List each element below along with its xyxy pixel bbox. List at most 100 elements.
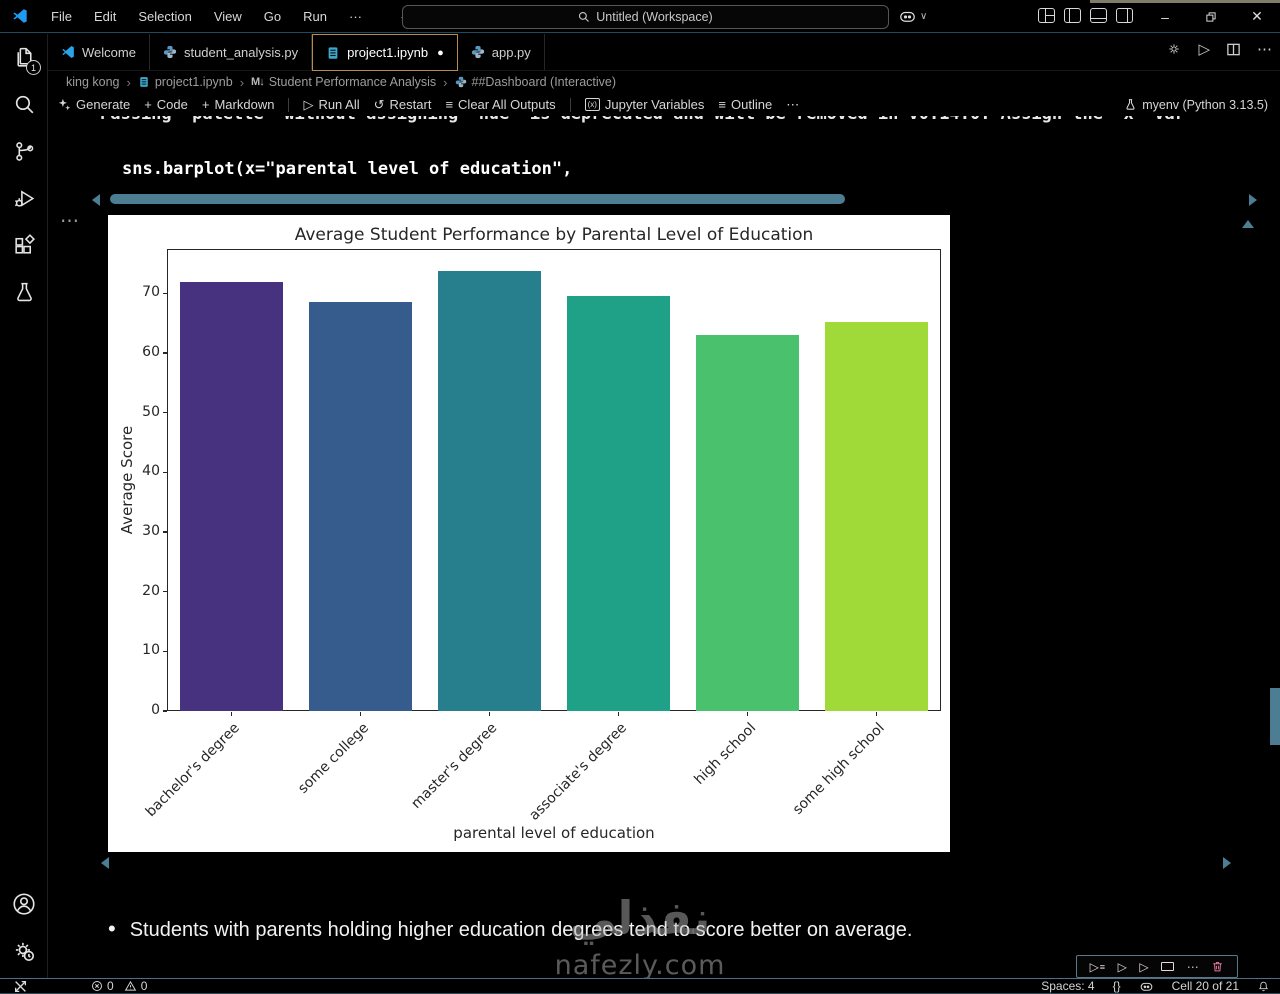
restore-button[interactable] bbox=[1188, 0, 1234, 33]
breadcrumb-file[interactable]: project1.ipynb bbox=[138, 75, 233, 89]
cell-gutter-more-icon[interactable]: ⋯ bbox=[60, 211, 81, 232]
toggle-panel-icon[interactable] bbox=[1090, 8, 1107, 23]
problems-indicator[interactable]: 0 0 bbox=[91, 979, 147, 993]
settings-button[interactable] bbox=[0, 927, 48, 974]
clear-all-outputs-button[interactable]: ≡ Clear All Outputs bbox=[445, 97, 556, 112]
breadcrumb-cell[interactable]: ##Dashboard (Interactive) bbox=[455, 75, 616, 89]
notifications-bell-icon[interactable] bbox=[1257, 980, 1270, 993]
x-tick-label: master's degree bbox=[408, 720, 501, 812]
sidebar-item-source-control[interactable] bbox=[0, 128, 48, 175]
customize-layout-icon[interactable] bbox=[1038, 8, 1055, 23]
tab-welcome[interactable]: Welcome bbox=[48, 34, 150, 70]
y-tick-label: 60 bbox=[142, 343, 160, 360]
more-icon: ⋯ bbox=[786, 96, 800, 112]
copilot-icon bbox=[900, 11, 915, 22]
run-all-icon: ▷ bbox=[303, 96, 314, 112]
remote-indicator-icon[interactable] bbox=[14, 980, 27, 993]
y-tick-mark bbox=[163, 471, 167, 473]
menu-view[interactable]: View bbox=[213, 8, 242, 24]
plot-area bbox=[167, 249, 941, 711]
gear-icon[interactable] bbox=[1166, 41, 1182, 57]
menu-go[interactable]: Go bbox=[263, 8, 282, 24]
x-tick-label: some college bbox=[294, 720, 372, 797]
output-scroll-right-icon[interactable] bbox=[1223, 857, 1231, 869]
open-output-icon[interactable] bbox=[1161, 962, 1175, 971]
generate-button[interactable]: Generate bbox=[58, 97, 130, 112]
horizontal-scrollbar-thumb[interactable] bbox=[110, 194, 845, 204]
output-scroll-left-icon[interactable] bbox=[101, 857, 109, 869]
run-cell-icon[interactable]: ▷ bbox=[1198, 41, 1210, 58]
menu-more-icon[interactable]: ··· bbox=[349, 8, 362, 24]
sidebar-item-extensions[interactable] bbox=[0, 222, 48, 269]
title-bar: File Edit Selection View Go Run ··· ← → … bbox=[0, 0, 1280, 33]
sidebar-item-run-debug[interactable] bbox=[0, 175, 48, 222]
scroll-up-arrow-icon[interactable] bbox=[1242, 220, 1254, 228]
copilot-icon[interactable] bbox=[1139, 979, 1154, 994]
more-actions-icon[interactable]: ⋯ bbox=[1257, 41, 1272, 58]
y-tick-label: 70 bbox=[142, 284, 160, 301]
command-center-search[interactable]: Untitled (Workspace) bbox=[402, 5, 889, 29]
search-icon bbox=[579, 11, 590, 22]
code-line-sns-barplot: sns.barplot(x="parental level of educati… bbox=[122, 159, 573, 179]
bar-some-college bbox=[309, 302, 412, 711]
activity-bar: 1 bbox=[0, 34, 48, 978]
bar-some-high-school bbox=[825, 322, 928, 711]
tab-project1-ipynb[interactable]: project1.ipynb ● bbox=[312, 34, 458, 71]
scroll-left-arrow-icon[interactable] bbox=[92, 194, 100, 206]
tab-student-analysis-py[interactable]: student_analysis.py bbox=[150, 34, 313, 70]
menu-run[interactable]: Run bbox=[303, 8, 327, 24]
toggle-secondary-sidebar-icon[interactable] bbox=[1116, 8, 1133, 23]
notebook-icon bbox=[140, 77, 148, 87]
sidebar-item-search[interactable] bbox=[0, 81, 48, 128]
language-mode-indicator[interactable]: {} bbox=[1112, 979, 1121, 993]
account-icon bbox=[13, 892, 35, 915]
tab-app-py[interactable]: app.py bbox=[458, 34, 545, 70]
kernel-picker[interactable]: myenv (Python 3.13.5) bbox=[1124, 93, 1268, 116]
split-editor-icon[interactable] bbox=[1226, 42, 1241, 57]
tab-label: Welcome bbox=[82, 44, 136, 60]
x-tick-mark bbox=[746, 712, 749, 716]
vertical-scrollbar-thumb[interactable] bbox=[1270, 688, 1280, 745]
copilot-menu[interactable]: ∨ bbox=[898, 7, 927, 26]
sidebar-item-testing[interactable] bbox=[0, 269, 48, 316]
add-code-cell-button[interactable]: + Code bbox=[144, 97, 188, 112]
restart-kernel-button[interactable]: ↺ Restart bbox=[373, 96, 432, 113]
toggle-sidebar-icon[interactable] bbox=[1064, 8, 1081, 23]
more-cell-actions-icon[interactable]: ⋯ bbox=[1186, 959, 1199, 974]
close-button[interactable]: ✕ bbox=[1251, 8, 1263, 24]
status-bar: 0 0 Spaces: 4 {} Cell 20 of 21 bbox=[0, 978, 1280, 994]
menu-file[interactable]: File bbox=[51, 8, 72, 24]
minimize-button[interactable]: – bbox=[1161, 8, 1169, 25]
run-all-button[interactable]: ▷ Run All bbox=[303, 96, 360, 113]
outline-icon: ≡ bbox=[718, 97, 726, 112]
sidebar-item-explorer[interactable]: 1 bbox=[0, 34, 48, 81]
jupyter-variables-button[interactable]: (x) Jupyter Variables bbox=[584, 97, 704, 112]
breadcrumb-section[interactable]: M↓ Student Performance Analysis bbox=[251, 75, 437, 89]
menu-selection[interactable]: Selection bbox=[138, 8, 192, 24]
cell-position-indicator[interactable]: Cell 20 of 21 bbox=[1171, 979, 1239, 993]
toolbar-more-button[interactable]: ⋯ bbox=[786, 97, 799, 113]
debug-cell-icon[interactable]: ▷ bbox=[1139, 959, 1149, 974]
breadcrumb-folder[interactable]: king kong bbox=[66, 75, 120, 89]
accounts-button[interactable] bbox=[0, 880, 48, 927]
indentation-indicator[interactable]: Spaces: 4 bbox=[1041, 979, 1095, 993]
watermark-site-text: nafezly.com bbox=[554, 950, 726, 981]
cell-hover-toolbar: ▷ ≡ ▷ ▷ ⋯ bbox=[1076, 955, 1238, 978]
add-markdown-cell-button[interactable]: + Markdown bbox=[201, 97, 275, 112]
run-cell-icon[interactable]: ▷ bbox=[1117, 959, 1127, 974]
error-count: 0 bbox=[107, 979, 114, 993]
x-tick-mark bbox=[230, 712, 233, 716]
scroll-right-arrow-icon[interactable] bbox=[1249, 194, 1257, 206]
insight-text: Students with parents holding higher edu… bbox=[129, 919, 913, 941]
delete-cell-icon[interactable] bbox=[1211, 960, 1224, 973]
run-by-line-icon[interactable]: ▷ ≡ bbox=[1089, 959, 1106, 974]
plus-icon: + bbox=[201, 97, 210, 112]
chevron-down-icon: ∨ bbox=[920, 11, 928, 22]
menu-edit[interactable]: Edit bbox=[93, 8, 117, 24]
python-icon bbox=[163, 45, 177, 59]
y-tick-mark bbox=[163, 292, 167, 294]
status-bar-left: 0 0 bbox=[14, 979, 147, 993]
y-tick-mark bbox=[163, 531, 167, 533]
unsaved-changes-dot: ● bbox=[437, 46, 444, 59]
outline-button[interactable]: ≡ Outline bbox=[718, 97, 773, 112]
